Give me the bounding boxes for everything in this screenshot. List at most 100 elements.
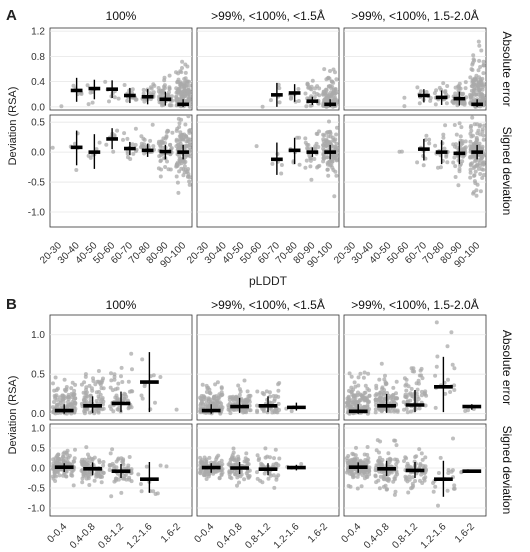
data-point bbox=[354, 403, 359, 408]
data-point bbox=[438, 455, 443, 460]
data-point bbox=[59, 104, 64, 109]
data-point bbox=[84, 445, 89, 450]
data-point bbox=[81, 474, 86, 478]
data-point bbox=[345, 404, 349, 409]
data-point bbox=[402, 95, 407, 100]
data-point bbox=[273, 447, 278, 452]
x-tick-label: 0-0.4 bbox=[339, 521, 363, 545]
x-tick-label: 1.2-1.6 bbox=[272, 521, 302, 551]
data-point bbox=[420, 457, 425, 462]
data-point bbox=[451, 436, 455, 441]
data-point bbox=[180, 59, 185, 64]
data-point bbox=[52, 388, 57, 393]
x-tick-label: 1.6-2 bbox=[159, 521, 183, 545]
data-point bbox=[70, 468, 75, 473]
data-point bbox=[56, 452, 61, 457]
data-point bbox=[327, 93, 332, 98]
data-point bbox=[101, 402, 105, 407]
data-point bbox=[349, 390, 354, 394]
data-point bbox=[365, 386, 370, 391]
data-point bbox=[460, 92, 465, 97]
data-point bbox=[356, 390, 360, 395]
data-point bbox=[217, 476, 222, 481]
data-point bbox=[446, 377, 450, 382]
data-point bbox=[309, 177, 314, 182]
data-point bbox=[463, 86, 468, 91]
data-point bbox=[461, 99, 466, 104]
data-point bbox=[379, 361, 384, 366]
data-point bbox=[176, 146, 181, 151]
data-point bbox=[134, 97, 139, 102]
data-point bbox=[452, 483, 457, 488]
data-point bbox=[61, 454, 66, 459]
data-point bbox=[235, 463, 240, 468]
data-point bbox=[101, 463, 106, 468]
points-group bbox=[50, 115, 192, 195]
data-point bbox=[394, 379, 399, 384]
data-point bbox=[200, 382, 205, 387]
data-point bbox=[468, 101, 473, 105]
y-axis-label: Deviation (RSA) bbox=[7, 376, 19, 455]
data-point bbox=[160, 140, 165, 145]
data-point bbox=[71, 483, 76, 488]
data-point bbox=[130, 142, 135, 147]
data-point bbox=[376, 459, 381, 464]
data-point bbox=[198, 455, 203, 460]
data-point bbox=[420, 376, 425, 381]
data-point bbox=[446, 471, 451, 475]
data-point bbox=[130, 367, 134, 372]
data-point bbox=[353, 453, 358, 458]
data-point bbox=[349, 472, 354, 477]
data-point bbox=[113, 387, 118, 392]
data-point bbox=[151, 489, 156, 494]
data-point bbox=[391, 392, 396, 397]
data-point bbox=[112, 479, 117, 484]
data-point bbox=[74, 168, 79, 172]
data-point bbox=[469, 123, 473, 128]
facet-panel bbox=[49, 27, 193, 111]
data-point bbox=[116, 381, 121, 386]
data-point bbox=[108, 404, 112, 409]
data-point bbox=[312, 157, 317, 161]
data-point bbox=[325, 167, 330, 172]
data-point bbox=[187, 130, 192, 135]
data-point bbox=[66, 397, 71, 401]
data-point bbox=[98, 399, 103, 404]
data-point bbox=[404, 388, 409, 393]
data-point bbox=[198, 409, 203, 414]
data-point bbox=[474, 73, 479, 78]
data-point bbox=[433, 143, 438, 148]
data-point bbox=[61, 473, 66, 478]
data-point bbox=[448, 390, 453, 394]
data-point bbox=[309, 87, 314, 92]
y-tick-label: 0.0 bbox=[31, 148, 45, 159]
data-point bbox=[335, 125, 339, 130]
data-point bbox=[52, 400, 56, 404]
data-point bbox=[79, 92, 84, 96]
data-point bbox=[460, 139, 465, 144]
data-point bbox=[469, 67, 474, 72]
data-point bbox=[481, 161, 486, 166]
data-point bbox=[403, 455, 408, 460]
data-point bbox=[264, 389, 269, 394]
data-point bbox=[476, 166, 481, 171]
data-point bbox=[321, 91, 326, 96]
data-point bbox=[228, 475, 232, 480]
data-point bbox=[382, 474, 387, 479]
data-point bbox=[246, 398, 251, 403]
data-point bbox=[71, 393, 76, 398]
data-point bbox=[60, 393, 65, 398]
data-point bbox=[428, 98, 433, 103]
data-point bbox=[83, 374, 88, 379]
column-title: >99%, <100%, 1.5-2.0Å bbox=[351, 297, 478, 312]
data-point bbox=[156, 86, 161, 90]
data-point bbox=[72, 456, 77, 461]
data-point bbox=[52, 393, 57, 398]
data-point bbox=[317, 129, 321, 134]
column-title: >99%, <100%, 1.5-2.0Å bbox=[351, 8, 478, 23]
data-point bbox=[219, 407, 224, 412]
data-point bbox=[409, 386, 414, 391]
data-point bbox=[119, 374, 123, 379]
data-point bbox=[71, 83, 76, 88]
data-point bbox=[153, 400, 157, 405]
